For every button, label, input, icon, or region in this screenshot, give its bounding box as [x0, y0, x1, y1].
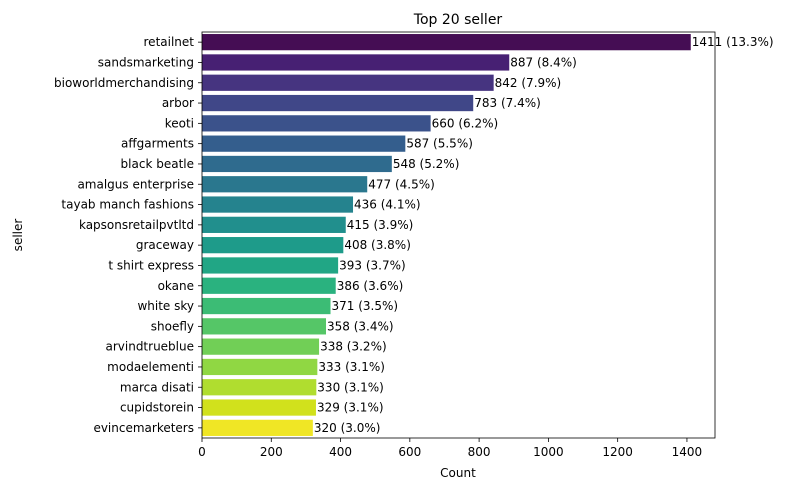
- bar-value-label: 333 (3.1%): [318, 360, 385, 374]
- bar-16: [202, 358, 318, 376]
- x-tick-label: 400: [329, 445, 352, 459]
- x-tick-label: 800: [468, 445, 491, 459]
- bar-value-label: 408 (3.8%): [344, 238, 411, 252]
- bar-18: [202, 399, 316, 416]
- y-tick-label: sandsmarketing: [98, 55, 194, 69]
- bar-19: [202, 419, 313, 436]
- bar-2: [202, 74, 494, 91]
- bar-12: [202, 277, 336, 294]
- y-tick-label: okane: [158, 279, 194, 293]
- y-tick-label: kapsonsretailpvtltd: [79, 218, 194, 232]
- y-tick-label: evincemarketers: [93, 421, 194, 435]
- y-tick-label: shoefly: [151, 319, 194, 333]
- bar-3: [202, 94, 474, 112]
- bar-value-label: 660 (6.2%): [432, 116, 499, 130]
- x-tick-label: 1000: [533, 445, 564, 459]
- y-tick-label: bioworldmerchandising: [54, 76, 194, 90]
- x-tick-label: 1400: [672, 445, 703, 459]
- bar-13: [202, 297, 331, 315]
- bar-11: [202, 257, 339, 274]
- bar-7: [202, 176, 368, 193]
- bar-value-label: 1411 (13.3%): [692, 35, 774, 49]
- bar-value-label: 587 (5.5%): [406, 137, 473, 151]
- y-tick-label: t shirt express: [108, 258, 194, 272]
- y-axis-title: seller: [11, 219, 25, 252]
- y-tick-label: marca disati: [120, 380, 194, 394]
- y-tick-label: tayab manch fashions: [61, 198, 194, 212]
- bar-value-label: 393 (3.7%): [339, 258, 406, 272]
- bar-value-label: 320 (3.0%): [314, 421, 381, 435]
- bar-value-label: 436 (4.1%): [354, 198, 421, 212]
- y-tick-label: black beatle: [121, 157, 194, 171]
- bar-1: [202, 54, 510, 71]
- bar-value-label: 842 (7.9%): [495, 76, 562, 90]
- y-tick-label: modaelementi: [107, 360, 194, 374]
- y-tick-labels: retailnet sandsmarketing bioworldmerchandi…: [54, 35, 202, 435]
- bar-value-label: 887 (8.4%): [510, 55, 577, 69]
- bar-15: [202, 338, 320, 355]
- bar-value-label: 783 (7.4%): [474, 96, 541, 110]
- bar-value-label: 548 (5.2%): [393, 157, 460, 171]
- x-axis-title: Count: [440, 466, 476, 480]
- x-ticks: 0 200 400 600 800 1000 1200 1400: [198, 438, 702, 459]
- bar-value-label: 415 (3.9%): [347, 218, 414, 232]
- plot-frame: [201, 31, 716, 439]
- y-tick-label: keoti: [165, 116, 194, 130]
- bar-value-label: 371 (3.5%): [332, 299, 399, 313]
- bar-value-label: 358 (3.4%): [327, 319, 394, 333]
- y-tick-label: affgarments: [121, 137, 194, 151]
- y-tick-label: arvindtrueblue: [105, 340, 194, 354]
- bar-14: [202, 318, 327, 335]
- y-tick-label: retailnet: [144, 35, 195, 49]
- x-tick-label: 200: [260, 445, 283, 459]
- bar-5: [202, 135, 406, 152]
- bar-value-labels: 1411 (13.3%) 887 (8.4%) 842 (7.9%) 783 (7.4…: [314, 35, 774, 435]
- y-tick-label: graceway: [136, 238, 194, 252]
- bar-0: [202, 34, 691, 51]
- bar-10: [202, 237, 344, 254]
- x-tick-label: 1200: [602, 445, 633, 459]
- bar-8: [202, 196, 354, 213]
- y-tick-label: arbor: [162, 96, 194, 110]
- bar-value-label: 477 (4.5%): [368, 177, 435, 191]
- bar-6: [202, 155, 392, 173]
- x-tick-label: 0: [198, 445, 206, 459]
- bar-17: [202, 379, 317, 396]
- bar-value-label: 330 (3.1%): [317, 380, 384, 394]
- chart-title: Top 20 seller: [413, 12, 503, 28]
- bar-value-label: 338 (3.2%): [320, 340, 387, 354]
- y-tick-label: amalgus enterprise: [77, 177, 194, 191]
- bar-value-label: 386 (3.6%): [337, 279, 404, 293]
- bar-4: [202, 115, 431, 132]
- bar-value-label: 329 (3.1%): [317, 401, 384, 415]
- y-tick-label: cupidstorein: [120, 401, 194, 415]
- y-tick-label: white sky: [137, 299, 194, 313]
- bars-group: [202, 34, 691, 436]
- x-tick-label: 600: [398, 445, 421, 459]
- bar-9: [202, 216, 346, 233]
